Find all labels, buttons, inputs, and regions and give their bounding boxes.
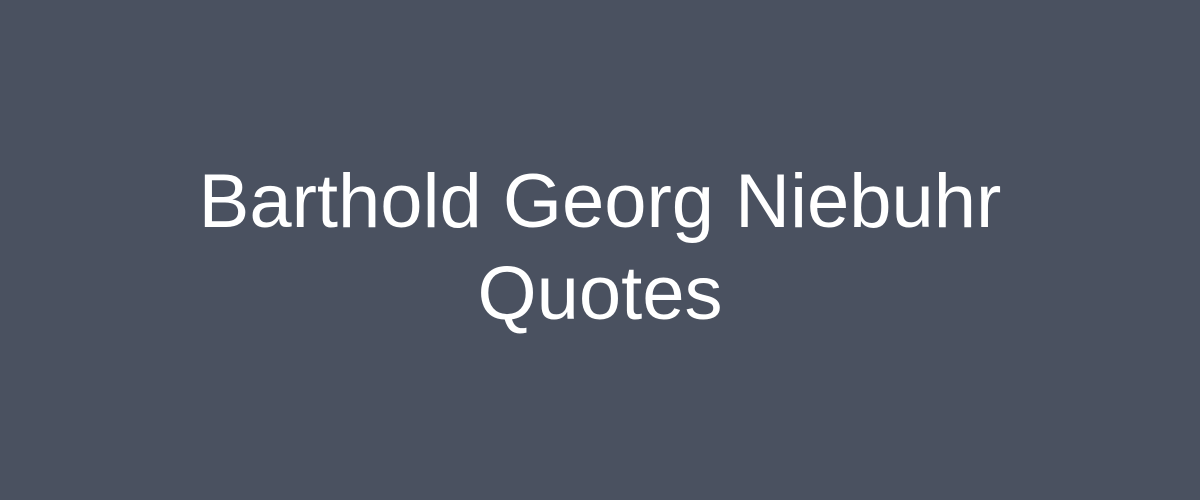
title-line-quotes: Quotes [477, 251, 723, 336]
page-title: Barthold Georg Niebuhr Quotes [199, 156, 1002, 344]
title-line-author: Barthold Georg Niebuhr [198, 159, 1002, 244]
